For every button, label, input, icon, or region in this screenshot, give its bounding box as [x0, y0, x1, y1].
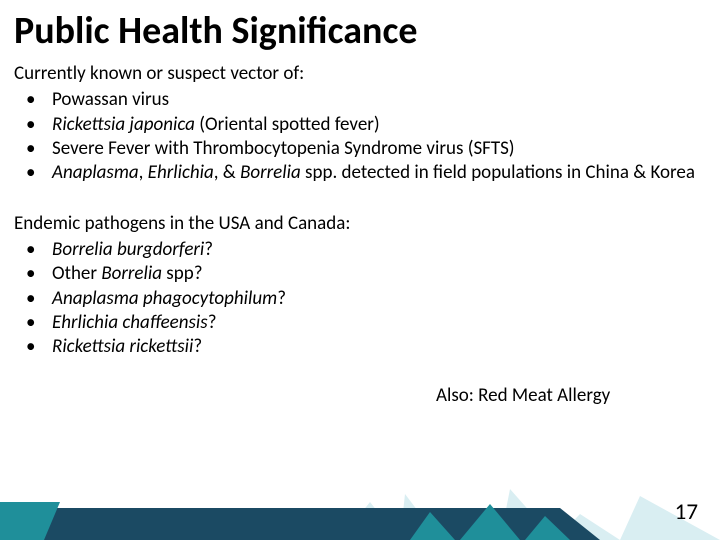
item-text: ?: [208, 311, 217, 334]
item-text: spp. detected in field populations in Ch…: [301, 161, 695, 184]
section1-lead: Currently known or suspect vector of:: [14, 62, 702, 86]
item-text: Other: [52, 262, 101, 285]
section2: Endemic pathogens in the USA and Canada:…: [14, 212, 702, 360]
aside-note: Also: Red Meat Allergy: [436, 384, 610, 407]
list-item: Borrelia burgdorferi?: [14, 238, 702, 262]
page-number: 17: [675, 498, 698, 526]
item-italic: Anaplasma: [52, 161, 139, 184]
item-text: ?: [204, 238, 213, 261]
list-item: Anaplasma phagocytophilum?: [14, 287, 702, 311]
item-italic: Anaplasma phagocytophilum: [52, 287, 277, 310]
slide-title: Public Health Significance: [0, 0, 720, 58]
item-italic: Ehrlichia chaffeensis: [52, 311, 208, 334]
item-text: Powassan virus: [52, 88, 169, 111]
item-text: ,: [139, 161, 148, 184]
item-text: Severe Fever with Thrombocytopenia Syndr…: [52, 137, 515, 160]
item-text: ?: [277, 287, 286, 310]
item-italic: Rickettsia japonica: [52, 113, 195, 136]
decorative-band: [0, 484, 720, 540]
list-item: Powassan virus: [14, 88, 702, 112]
list-item: Ehrlichia chaffeensis?: [14, 311, 702, 335]
list-item: Rickettsia rickettsii?: [14, 335, 702, 359]
item-text: , &: [214, 161, 240, 184]
item-text: (Oriental spotted fever): [195, 113, 380, 136]
list-item: Anaplasma, Ehrlichia, & Borrelia spp. de…: [14, 161, 702, 185]
list-item: Other Borrelia spp?: [14, 262, 702, 286]
slide-body: Currently known or suspect vector of: Po…: [0, 58, 720, 359]
item-text: ?: [193, 335, 202, 358]
item-italic: Rickettsia rickettsii: [52, 335, 193, 358]
item-italic: Borrelia burgdorferi: [52, 238, 204, 261]
list-item: Severe Fever with Thrombocytopenia Syndr…: [14, 137, 702, 161]
item-text: spp?: [162, 262, 203, 285]
section1-list: Powassan virus Rickettsia japonica (Orie…: [14, 88, 702, 185]
item-italic: Borrelia: [101, 262, 162, 285]
list-item: Rickettsia japonica (Oriental spotted fe…: [14, 113, 702, 137]
section2-list: Borrelia burgdorferi? Other Borrelia spp…: [14, 238, 702, 360]
section2-lead: Endemic pathogens in the USA and Canada:: [14, 212, 702, 236]
item-italic: Ehrlichia: [148, 161, 214, 184]
item-italic: Borrelia: [240, 161, 301, 184]
